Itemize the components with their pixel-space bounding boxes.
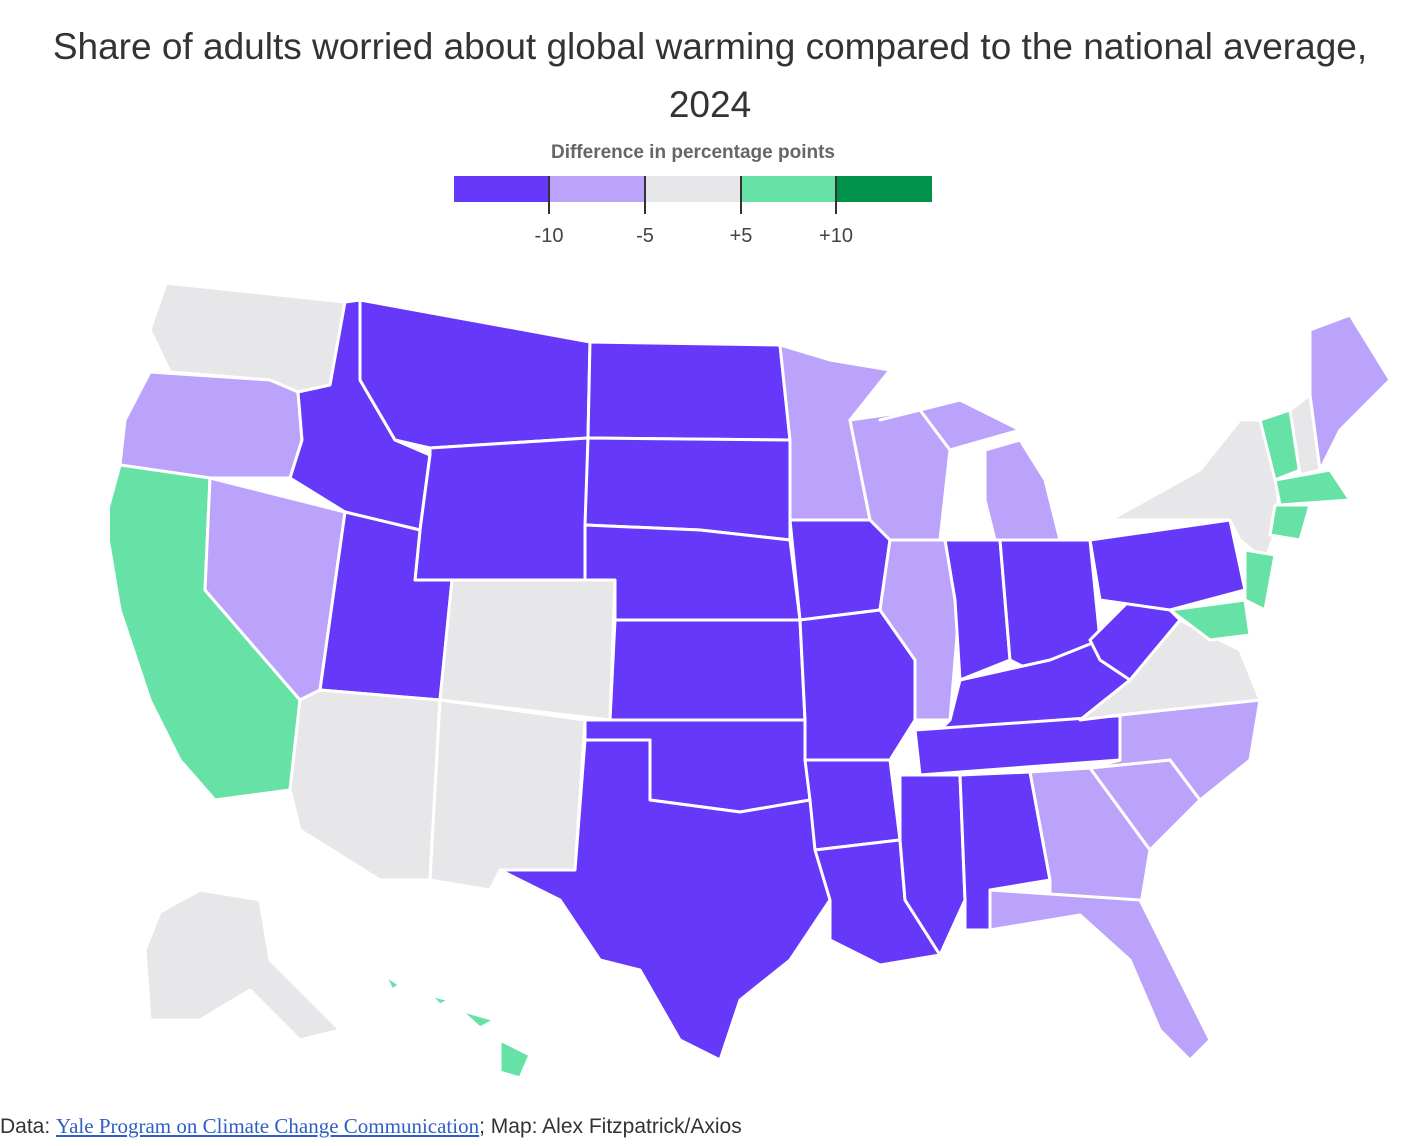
- source-line: Data: Yale Program on Climate Change Com…: [0, 1114, 742, 1139]
- chart-title: Share of adults worried about global war…: [52, 26, 1368, 125]
- legend-tick-mark: [835, 176, 837, 214]
- region-iowa: [788, 518, 892, 622]
- region-nebraska: [583, 523, 802, 622]
- region-new-mexico: [428, 698, 587, 892]
- legend-swatch-below: [549, 176, 646, 202]
- legend-swatch-near-average: [645, 176, 741, 202]
- region-indiana: [943, 538, 1012, 682]
- legend-color-scale: [454, 176, 932, 202]
- legend-tick-mark: [644, 176, 646, 214]
- region-massachusetts: [1273, 468, 1352, 507]
- region-montana: [358, 298, 592, 450]
- region-wyoming: [413, 436, 590, 582]
- source-link[interactable]: Yale Program on Climate Change Communica…: [56, 1114, 480, 1138]
- us-county-map: [110, 281, 1392, 1080]
- region-maine: [1308, 313, 1392, 472]
- legend-tick-mark: [740, 176, 742, 214]
- legend-tick-label: -5: [636, 225, 654, 247]
- legend-tick-label: -10: [534, 225, 564, 247]
- source-suffix: ; Map: Alex Fitzpatrick/Axios: [479, 1115, 742, 1138]
- legend-tick-label: +5: [729, 225, 753, 247]
- region-pennsylvania: [1088, 518, 1247, 612]
- legend-swatch-most-above: [836, 176, 932, 202]
- region-arkansas: [803, 758, 902, 852]
- legend-ticks: [454, 176, 932, 216]
- region-oregon: [118, 370, 304, 480]
- region-kansas: [608, 618, 807, 722]
- region-south-dakota: [583, 436, 792, 542]
- region-alaska: [143, 888, 342, 1042]
- region-colorado: [438, 578, 617, 722]
- region-north-carolina: [1088, 698, 1262, 802]
- region-texas: [498, 738, 832, 1062]
- legend-tick-label: +10: [819, 225, 853, 247]
- legend-tick-mark: [548, 176, 550, 214]
- region-arizona: [288, 688, 442, 882]
- region-florida: [988, 888, 1212, 1062]
- region-north-dakota: [586, 340, 792, 442]
- region-maryland: [1168, 598, 1252, 642]
- legend-swatch-above: [740, 176, 837, 202]
- legend-swatch-most-below: [454, 176, 550, 202]
- source-prefix: Data:: [0, 1115, 57, 1138]
- region-hawaii: [383, 973, 532, 1080]
- legend-title: Difference in percentage points: [550, 142, 835, 163]
- region-connecticut: [1268, 503, 1312, 542]
- region-new-jersey: [1243, 548, 1277, 612]
